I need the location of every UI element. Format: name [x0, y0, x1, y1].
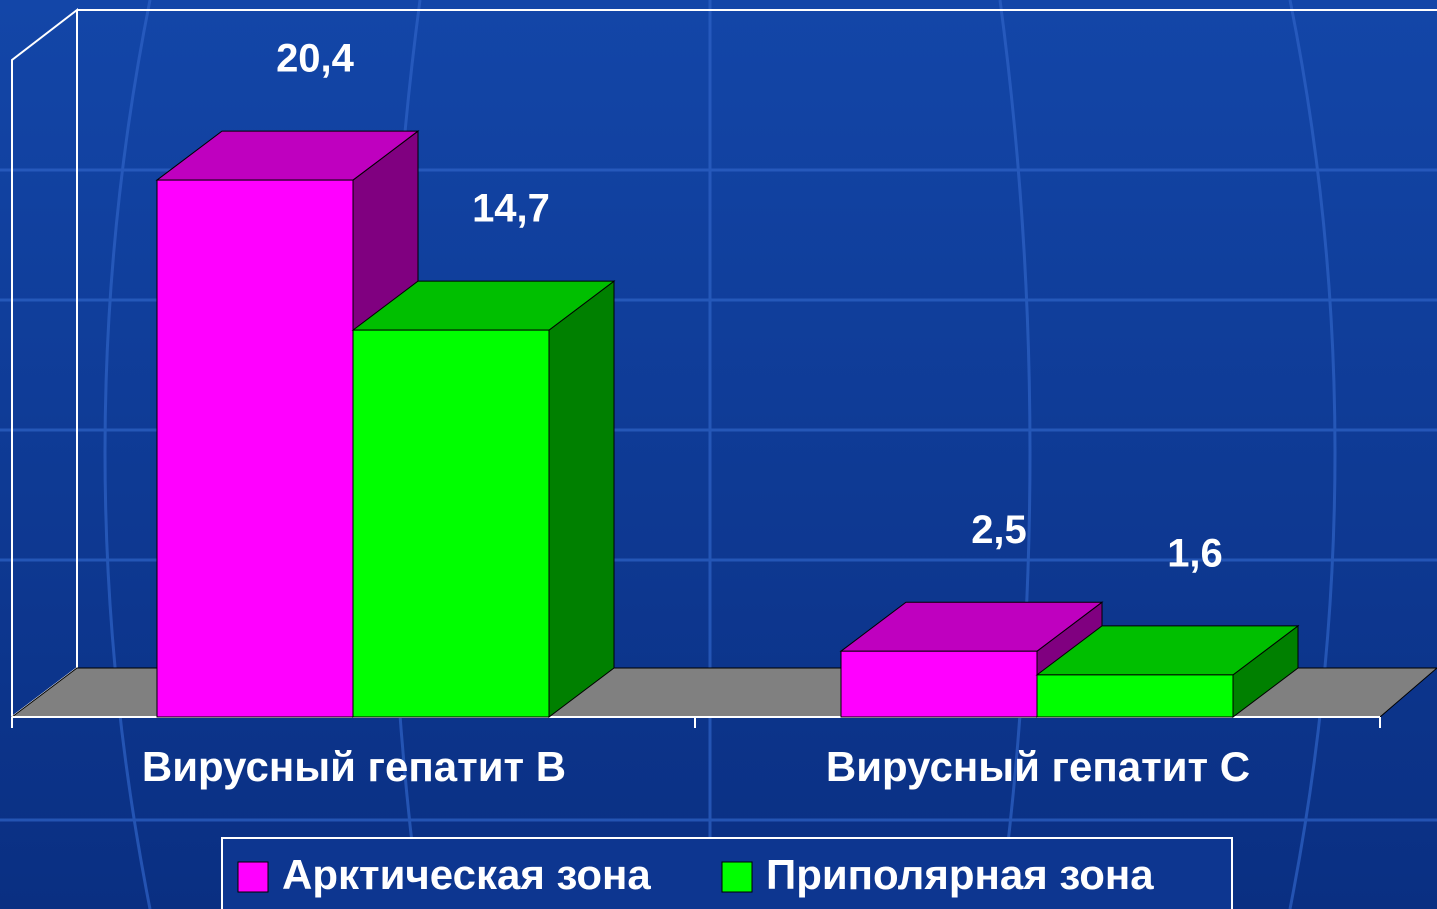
x-tick-label: Вирусный гепатит С: [826, 743, 1250, 790]
data-label: 2,5: [971, 508, 1027, 552]
legend-label: Арктическая зона: [282, 851, 651, 898]
bar-side: [548, 280, 615, 719]
bar: [352, 329, 550, 718]
data-label: 20,4: [276, 37, 355, 81]
bar: [1036, 674, 1234, 718]
data-label: 14,7: [472, 187, 550, 231]
legend-label: Приполярная зона: [766, 851, 1154, 898]
legend-swatch: [721, 861, 753, 893]
bar: [156, 179, 354, 718]
data-label: 1,6: [1167, 531, 1223, 575]
x-tick-label: Вирусный гепатит В: [142, 743, 566, 790]
legend-swatch: [237, 861, 269, 893]
bar: [840, 650, 1038, 718]
